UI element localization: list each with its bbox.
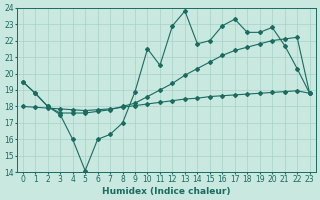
- X-axis label: Humidex (Indice chaleur): Humidex (Indice chaleur): [102, 187, 230, 196]
